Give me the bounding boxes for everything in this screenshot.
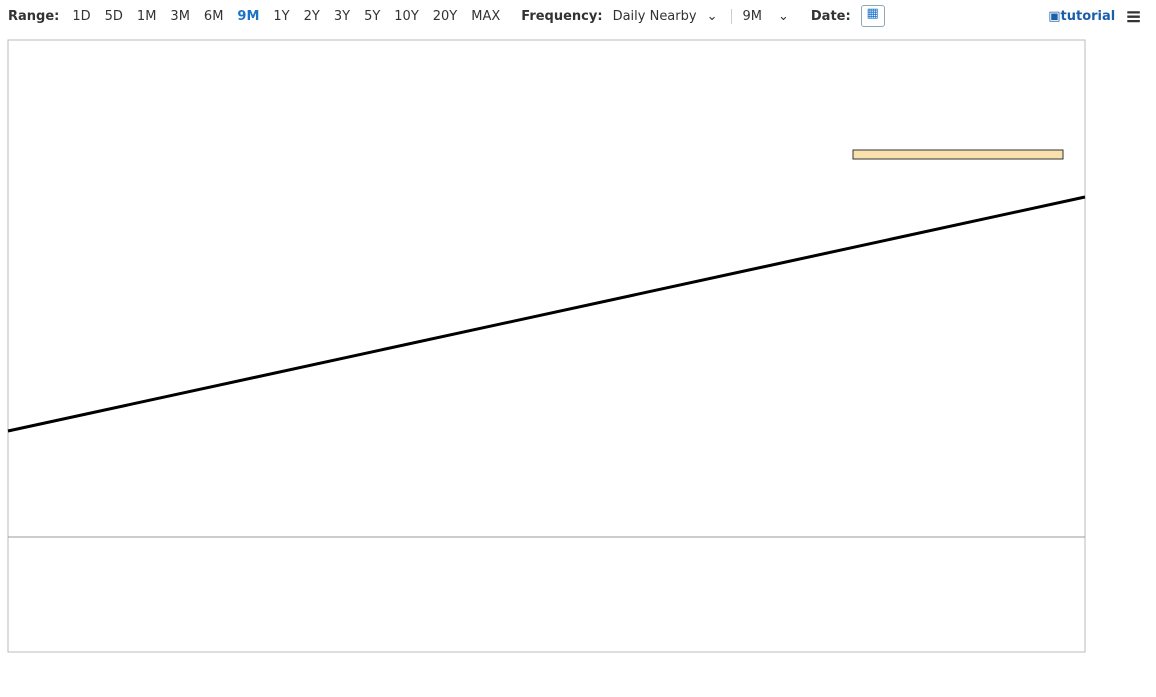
range-button[interactable]: 10Y (394, 8, 419, 24)
tutorial-link[interactable]: ▣tutorial (1048, 8, 1116, 24)
date-picker[interactable]: ▦ (860, 5, 885, 27)
range-button[interactable]: 1D (72, 8, 91, 24)
menu-button[interactable]: ≡ (1125, 4, 1142, 28)
frequency-label: Frequency: (521, 8, 603, 24)
range-button[interactable]: 5Y (364, 8, 381, 24)
range-label: Range: (8, 8, 60, 24)
toolbar: Range: 1D 5D 1M 3M 6M 9M 1Y 2Y 3Y 5Y 10Y 20Y MAX Fre… (8, 4, 1142, 28)
range-button[interactable]: 6M (203, 8, 224, 24)
plot-frame (7, 39, 1086, 653)
range-button[interactable]: MAX (471, 8, 501, 24)
trend-line (7, 195, 1086, 433)
range-button[interactable]: 20Y (432, 8, 458, 24)
tutorial-text: tutorial (1060, 8, 1116, 24)
range-button[interactable]: 3Y (333, 8, 351, 24)
range-button[interactable]: 3M (170, 8, 190, 24)
range-button[interactable]: 1Y (273, 8, 290, 24)
range-button[interactable]: 1M (136, 8, 157, 24)
range-button[interactable]: 9M (237, 8, 260, 24)
period-select[interactable]: 9M (731, 8, 762, 24)
range-button[interactable]: 5D (104, 8, 123, 24)
resistance-zone (852, 149, 1064, 160)
range-button[interactable]: 2Y (303, 8, 320, 24)
frequency-select[interactable]: Daily Nearby (612, 8, 697, 24)
range-buttons: 1D 5D 1M 3M 6M 9M 1Y 2Y 3Y 5Y 10Y 20Y MAX (65, 9, 507, 24)
date-label: Date: (810, 8, 851, 24)
